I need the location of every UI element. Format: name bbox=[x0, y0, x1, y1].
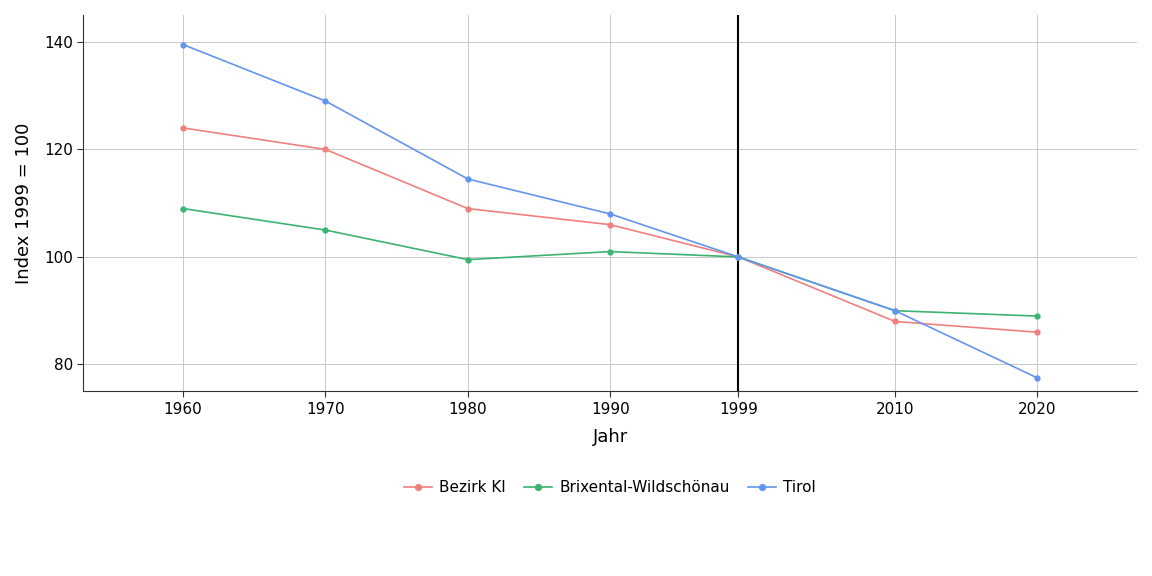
Tirol bbox=[888, 307, 902, 314]
Line: Bezirk Kl: Bezirk Kl bbox=[181, 126, 1040, 335]
Bezirk Kl bbox=[319, 146, 333, 153]
Tirol bbox=[319, 97, 333, 104]
Bezirk Kl bbox=[888, 318, 902, 325]
Brixental-Wildschönau bbox=[1030, 313, 1044, 320]
Brixental-Wildschönau bbox=[176, 205, 190, 212]
Brixental-Wildschönau bbox=[319, 226, 333, 233]
Line: Tirol: Tirol bbox=[181, 42, 1040, 380]
Tirol bbox=[604, 210, 617, 217]
Brixental-Wildschönau bbox=[732, 253, 745, 260]
Bezirk Kl bbox=[732, 253, 745, 260]
Tirol bbox=[461, 176, 475, 183]
Tirol bbox=[732, 253, 745, 260]
Tirol bbox=[1030, 374, 1044, 381]
Tirol bbox=[176, 41, 190, 48]
Bezirk Kl bbox=[604, 221, 617, 228]
Legend: Bezirk Kl, Brixental-Wildschönau, Tirol: Bezirk Kl, Brixental-Wildschönau, Tirol bbox=[399, 474, 823, 502]
X-axis label: Jahr: Jahr bbox=[592, 428, 628, 446]
Bezirk Kl bbox=[176, 124, 190, 131]
Bezirk Kl bbox=[461, 205, 475, 212]
Y-axis label: Index 1999 = 100: Index 1999 = 100 bbox=[15, 123, 33, 284]
Bezirk Kl bbox=[1030, 329, 1044, 336]
Brixental-Wildschönau bbox=[461, 256, 475, 263]
Brixental-Wildschönau bbox=[604, 248, 617, 255]
Line: Brixental-Wildschönau: Brixental-Wildschönau bbox=[181, 206, 1040, 319]
Brixental-Wildschönau bbox=[888, 307, 902, 314]
